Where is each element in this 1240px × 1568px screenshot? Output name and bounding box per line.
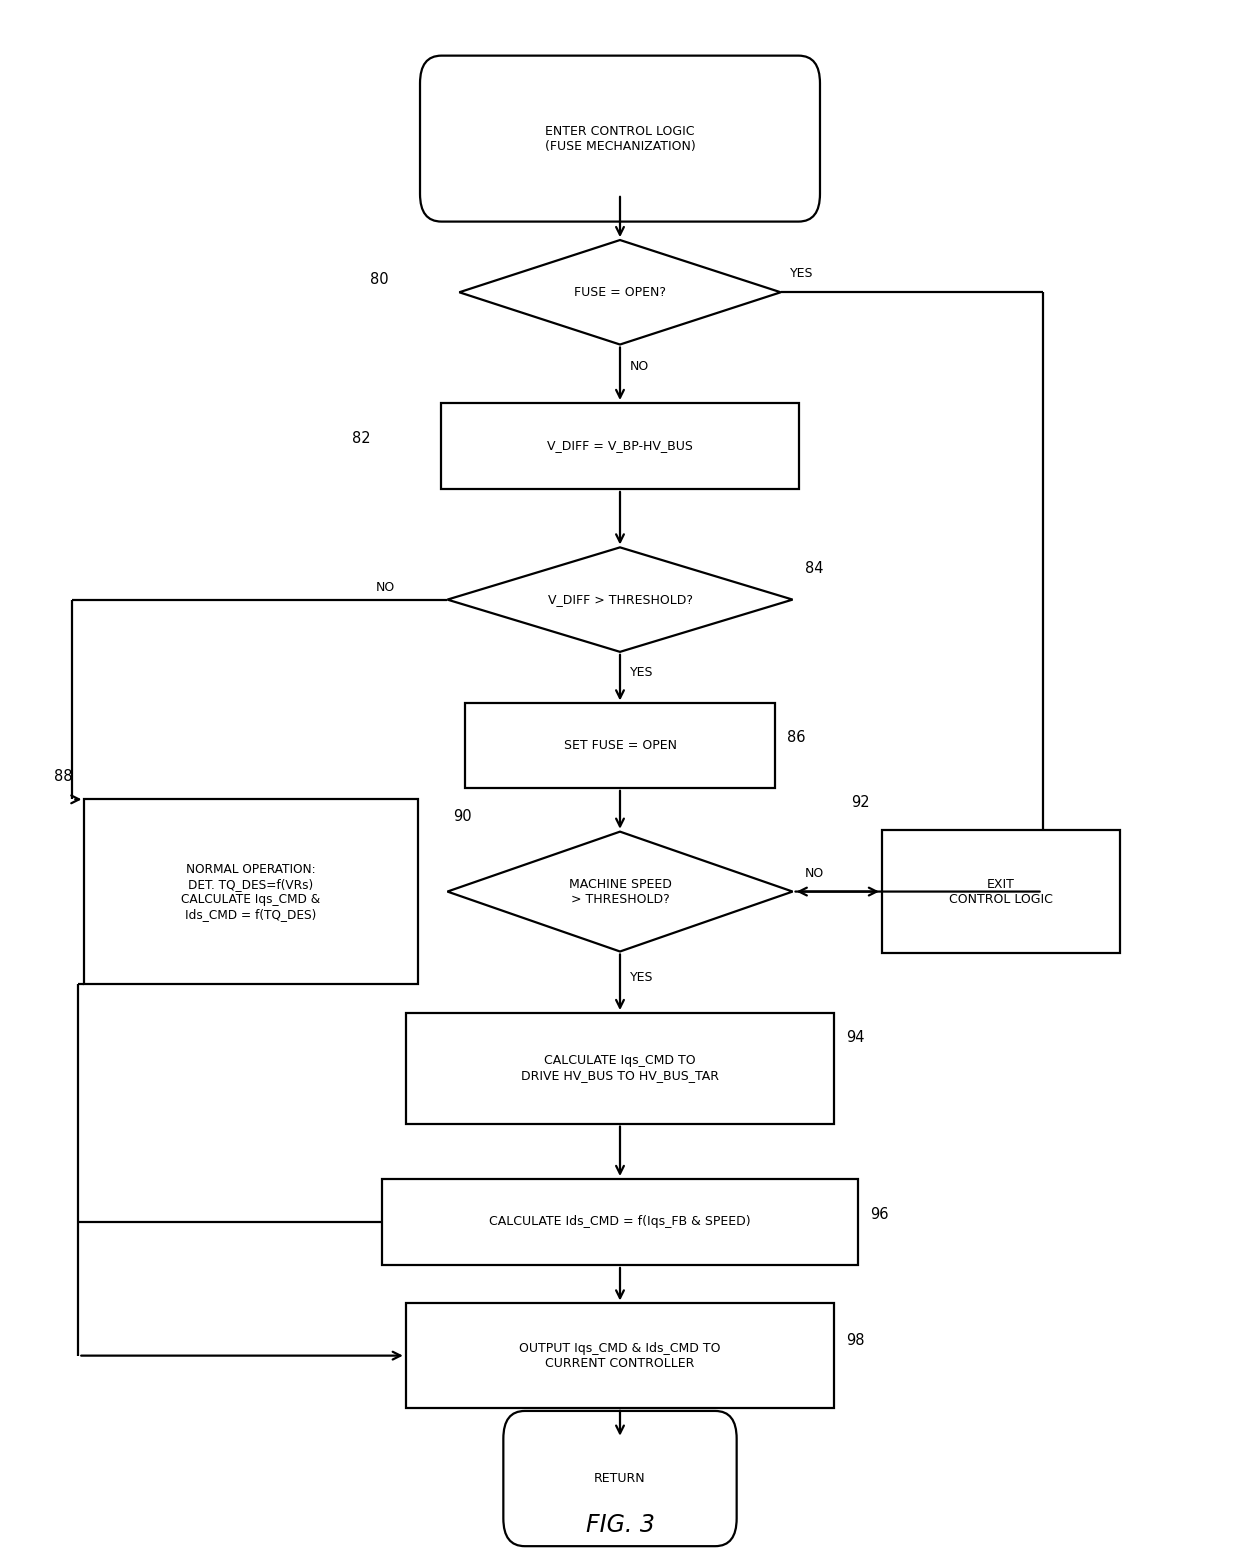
Text: OUTPUT Iqs_CMD & Ids_CMD TO
CURRENT CONTROLLER: OUTPUT Iqs_CMD & Ids_CMD TO CURRENT CONT…: [520, 1342, 720, 1369]
Bar: [465, 704, 775, 787]
Text: V_DIFF = V_BP-HV_BUS: V_DIFF = V_BP-HV_BUS: [547, 439, 693, 453]
FancyBboxPatch shape: [420, 55, 820, 221]
Text: RETURN: RETURN: [594, 1472, 646, 1485]
Polygon shape: [459, 240, 781, 345]
Bar: [441, 403, 799, 489]
Text: 82: 82: [352, 431, 371, 445]
Text: YES: YES: [790, 267, 813, 281]
Text: 84: 84: [805, 561, 823, 577]
Bar: [405, 1013, 835, 1124]
Polygon shape: [448, 547, 792, 652]
Text: NO: NO: [805, 867, 823, 880]
Text: SET FUSE = OPEN: SET FUSE = OPEN: [563, 739, 677, 753]
Text: NORMAL OPERATION:
DET. TQ_DES=f(VRs)
CALCULATE Iqs_CMD &
Ids_CMD = f(TQ_DES): NORMAL OPERATION: DET. TQ_DES=f(VRs) CAL…: [181, 862, 321, 920]
Text: FIG. 3: FIG. 3: [585, 1513, 655, 1537]
Text: MACHINE SPEED
> THRESHOLD?: MACHINE SPEED > THRESHOLD?: [569, 878, 671, 906]
Text: 90: 90: [454, 809, 472, 823]
Text: YES: YES: [630, 666, 653, 679]
Text: CALCULATE Ids_CMD = f(Iqs_FB & SPEED): CALCULATE Ids_CMD = f(Iqs_FB & SPEED): [490, 1215, 750, 1228]
Text: 98: 98: [846, 1333, 864, 1348]
Text: EXIT
CONTROL LOGIC: EXIT CONTROL LOGIC: [949, 878, 1053, 906]
Bar: [882, 829, 1120, 953]
Text: NO: NO: [376, 580, 396, 594]
FancyBboxPatch shape: [503, 1411, 737, 1546]
Text: CALCULATE Iqs_CMD TO
DRIVE HV_BUS TO HV_BUS_TAR: CALCULATE Iqs_CMD TO DRIVE HV_BUS TO HV_…: [521, 1054, 719, 1082]
Text: 86: 86: [786, 731, 805, 745]
Bar: [382, 1179, 858, 1265]
Text: 88: 88: [53, 768, 72, 784]
Polygon shape: [448, 831, 792, 952]
Text: 96: 96: [870, 1207, 889, 1221]
Text: FUSE = OPEN?: FUSE = OPEN?: [574, 285, 666, 299]
Text: YES: YES: [630, 971, 653, 985]
Text: 80: 80: [370, 273, 388, 287]
Bar: [84, 800, 418, 983]
Text: ENTER CONTROL LOGIC
(FUSE MECHANIZATION): ENTER CONTROL LOGIC (FUSE MECHANIZATION): [544, 124, 696, 152]
Text: 92: 92: [852, 795, 870, 811]
Text: NO: NO: [630, 359, 649, 373]
Text: V_DIFF > THRESHOLD?: V_DIFF > THRESHOLD?: [548, 593, 692, 607]
Text: 94: 94: [846, 1030, 864, 1044]
Bar: [405, 1303, 835, 1408]
